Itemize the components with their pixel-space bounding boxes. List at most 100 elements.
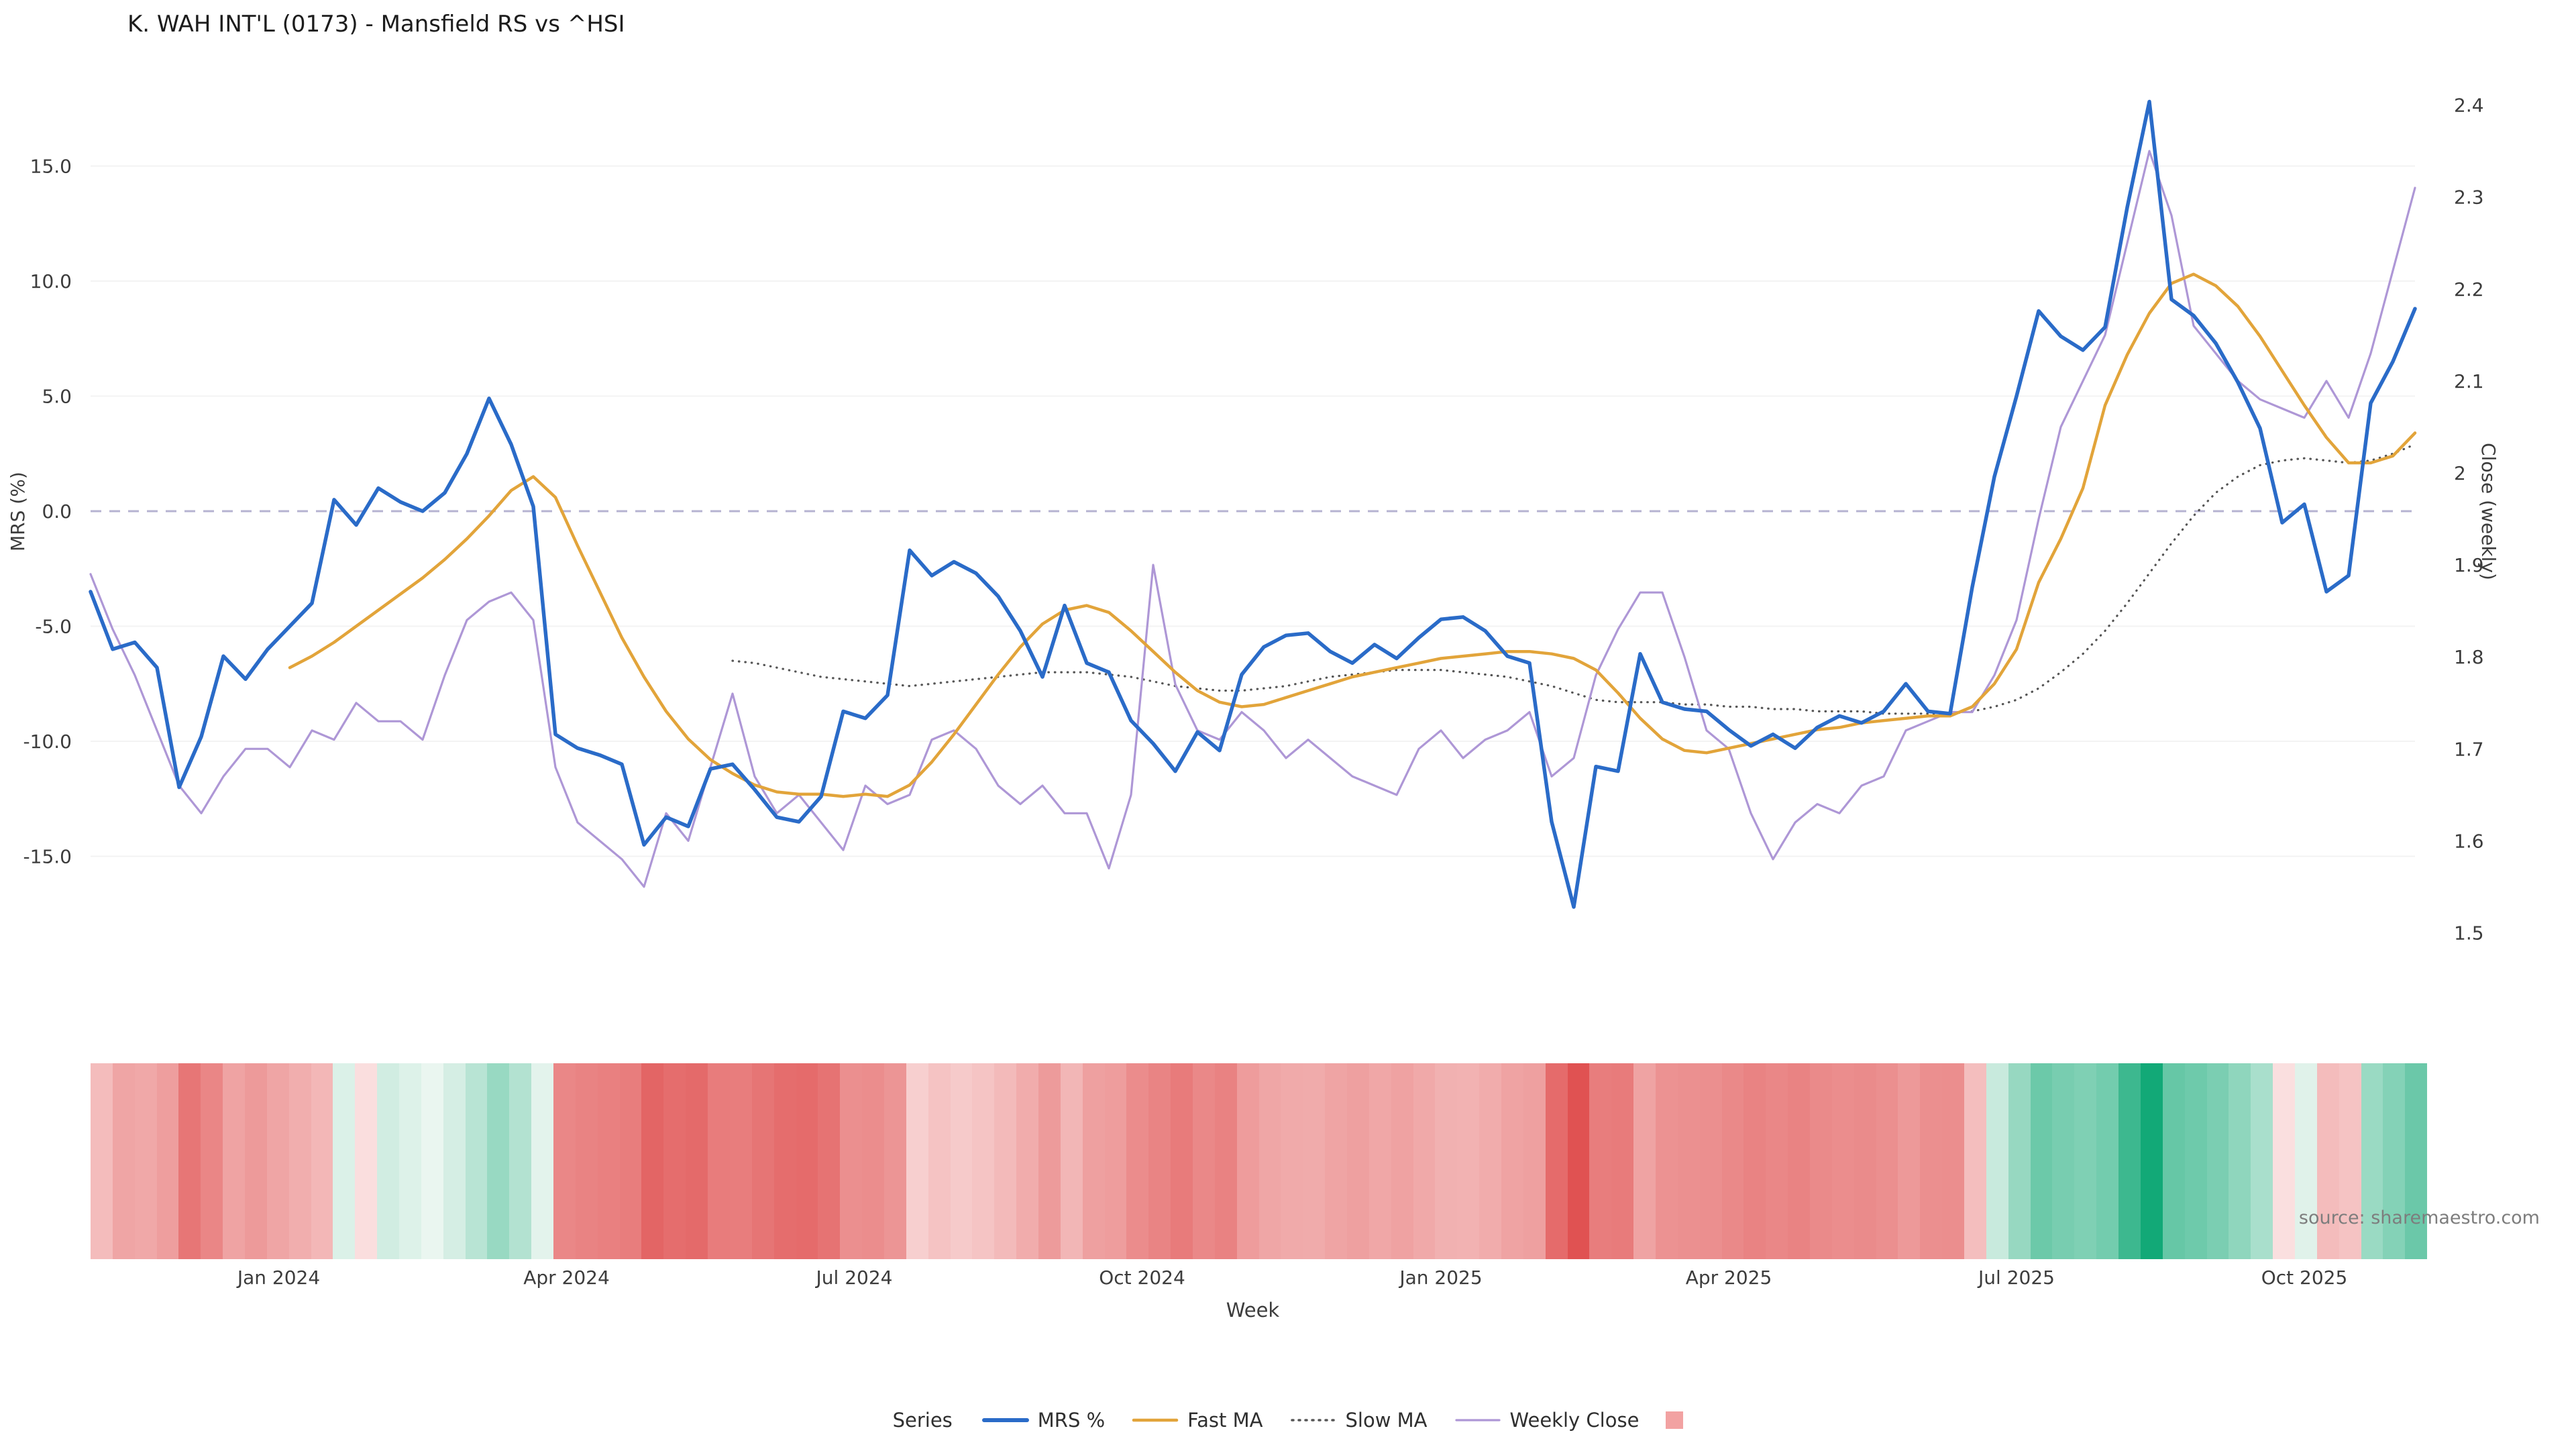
x-tick-label: Jan 2024 <box>236 1267 320 1289</box>
x-tick-label: Jul 2025 <box>1977 1267 2055 1289</box>
heatmap-cell <box>575 1063 598 1259</box>
heatmap-cell <box>1192 1063 1215 1259</box>
heatmap-cell <box>156 1063 179 1259</box>
heatmap-cell <box>1171 1063 1193 1259</box>
source-credit: source: sharemaestro.com <box>2298 1208 2540 1228</box>
legend-item-label: Fast MA <box>1187 1409 1263 1432</box>
x-tick-label: Oct 2024 <box>1099 1267 1185 1289</box>
heatmap-cell <box>2118 1063 2141 1259</box>
heatmap-cell <box>1854 1063 1876 1259</box>
y-right-tick-label: 2.4 <box>2454 95 2484 117</box>
heatmap-cell <box>1589 1063 1612 1259</box>
heatmap-cell <box>1942 1063 1965 1259</box>
heatmap-cell <box>1413 1063 1436 1259</box>
y-right-tick-label: 1.6 <box>2454 830 2484 852</box>
heatmap-cell <box>2361 1063 2383 1259</box>
y-right-tick-label: 2 <box>2454 462 2466 484</box>
heatmap-cell <box>1898 1063 1921 1259</box>
y-right-tick-label: 1.8 <box>2454 646 2484 668</box>
legend-item-mrs-: MRS % <box>981 1409 1106 1432</box>
heatmap-cell <box>1060 1063 1083 1259</box>
heatmap-cell <box>1964 1063 1986 1259</box>
heatmap-cell <box>1457 1063 1480 1259</box>
heatmap-cell <box>1633 1063 1656 1259</box>
heatmap-cell <box>1435 1063 1458 1259</box>
mrs-heatmap-strip <box>91 1063 2428 1259</box>
heatmap-cell <box>1346 1063 1369 1259</box>
heatmap-cell <box>2339 1063 2361 1259</box>
y-left-tick-label: 10.0 <box>30 270 72 292</box>
heatmap-cell <box>619 1063 642 1259</box>
y-left-tick-label: 0.0 <box>42 500 72 523</box>
heatmap-cell <box>1391 1063 1413 1259</box>
heatmap-cell <box>112 1063 135 1259</box>
heatmap-cell <box>1567 1063 1590 1259</box>
heatmap-cell <box>266 1063 289 1259</box>
heatmap-cell <box>928 1063 951 1259</box>
heatmap-cell <box>333 1063 356 1259</box>
x-tick-label: Jan 2025 <box>1398 1267 1482 1289</box>
mrs--line <box>89 99 2417 909</box>
x-tick-label: Oct 2025 <box>2261 1267 2348 1289</box>
heatmap-cell <box>883 1063 906 1259</box>
heatmap-cell <box>1325 1063 1347 1259</box>
legend-line-sample-icon <box>1454 1419 1501 1421</box>
legend-items: MRS % Fast MA Slow MA Weekly Close <box>981 1409 1684 1432</box>
heatmap-cell <box>399 1063 421 1259</box>
heatmap-cell <box>377 1063 400 1259</box>
heatmap-cell <box>1082 1063 1105 1259</box>
heatmap-cell <box>2273 1063 2295 1259</box>
legend-item-slow-ma: Slow MA <box>1290 1409 1428 1432</box>
heatmap-cell <box>245 1063 267 1259</box>
heatmap-cell <box>1986 1063 2008 1259</box>
heatmap-cell <box>1766 1063 1788 1259</box>
heatmap-cell <box>2316 1063 2339 1259</box>
legend: Series MRS % Fast MA Slow MA Weekly Close <box>0 1409 2576 1432</box>
heatmap-cell <box>796 1063 818 1259</box>
heatmap-cell <box>1721 1063 1744 1259</box>
heatmap-cell <box>1214 1063 1237 1259</box>
y-right-tick-label: 2.3 <box>2454 186 2484 209</box>
heatmap-cell <box>2162 1063 2185 1259</box>
heatmap-cell <box>1920 1063 1943 1259</box>
heatmap-cell <box>2383 1063 2406 1259</box>
y-right-tick-label: 2.2 <box>2454 278 2484 301</box>
heatmap-cell <box>1699 1063 1722 1259</box>
weekly-close-line <box>89 150 2416 888</box>
y-left-tick-label: -15.0 <box>23 846 72 868</box>
heatmap-cell <box>1656 1063 1678 1259</box>
heatmap-cell <box>1501 1063 1523 1259</box>
heatmap-cell <box>1788 1063 1811 1259</box>
y-right-tick-label: 2.1 <box>2454 370 2484 392</box>
legend-item-weekly-close: Weekly Close <box>1454 1409 1640 1432</box>
legend-item-label: MRS % <box>1037 1409 1106 1432</box>
heatmap-cell <box>2294 1063 2317 1259</box>
heatmap-cell <box>972 1063 995 1259</box>
heatmap-cell <box>355 1063 378 1259</box>
heatmap-cell <box>686 1063 708 1259</box>
legend-line-sample-icon <box>1132 1418 1179 1422</box>
heatmap-cell <box>443 1063 466 1259</box>
y-right-tick-label: 1.7 <box>2454 738 2484 760</box>
heatmap-cell <box>729 1063 752 1259</box>
heatmap-cell <box>223 1063 246 1259</box>
heatmap-cell <box>663 1063 686 1259</box>
legend-item-heatmap <box>1666 1411 1684 1429</box>
heatmap-cell <box>1545 1063 1568 1259</box>
x-axis-label: Week <box>1226 1299 1280 1322</box>
heatmap-cell <box>1148 1063 1171 1259</box>
heatmap-cell <box>1016 1063 1038 1259</box>
heatmap-cell <box>91 1063 113 1259</box>
heatmap-cell <box>818 1063 841 1259</box>
y-right-tick-label: 1.9 <box>2454 554 2484 576</box>
legend-line-sample-icon <box>1290 1419 1336 1421</box>
heatmap-cell <box>1236 1063 1259 1259</box>
heatmap-cell <box>2405 1063 2428 1259</box>
legend-item-label: Weekly Close <box>1509 1409 1640 1432</box>
heatmap-cell <box>288 1063 311 1259</box>
heatmap-cell <box>2206 1063 2229 1259</box>
heatmap-swatch-icon <box>1666 1411 1684 1429</box>
heatmap-cell <box>509 1063 532 1259</box>
heatmap-cell <box>751 1063 774 1259</box>
